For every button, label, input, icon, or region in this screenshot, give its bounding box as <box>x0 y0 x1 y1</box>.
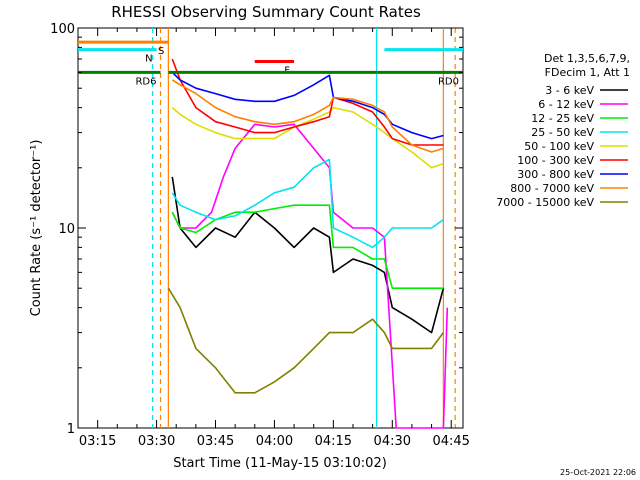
y-tick-label-3: 100 <box>50 22 75 37</box>
flag-label-1: S <box>158 46 164 57</box>
x-tick-label-1: 03:15 <box>79 434 116 449</box>
legend-header-line-2: FDecim 1, Att 1 <box>545 66 630 79</box>
x-tick-label-7: 04:45 <box>432 434 469 449</box>
series-line-9 <box>167 287 445 394</box>
legend-header-line-1: Det 1,3,5,6,7,9, <box>544 52 630 65</box>
y-tick-label-1: 1 <box>67 422 75 437</box>
x-tick-label-6: 04:30 <box>374 434 411 449</box>
axes: 03:15 03:30 03:45 04:00 04:15 04:30 04:45 1 10 10… <box>50 22 470 449</box>
series-line-2 <box>171 123 449 429</box>
x-tick-label-3: 03:45 <box>197 434 234 449</box>
x-tick-label-2: 03:30 <box>138 434 175 449</box>
legend-label-2: 6 - 12 keV <box>538 98 594 111</box>
legend: Det 1,3,5,6,7,9, FDecim 1, Att 1 3 - 6 k… <box>496 52 630 209</box>
y-tick-label-2: 10 <box>58 222 75 237</box>
legend-label-5: 50 - 100 keV <box>524 140 594 153</box>
x-axis-label: Start Time (11-May-15 03:10:02) <box>173 456 387 471</box>
flag-label-5: RD0 <box>438 76 459 87</box>
chart-title: RHESSI Observing Summary Count Rates <box>111 3 421 21</box>
timestamp: 25-Oct-2021 22:06 <box>560 468 636 477</box>
series-line-8 <box>171 79 444 153</box>
legend-label-9: 7000 - 15000 keV <box>496 196 594 209</box>
x-tick-label-4: 04:00 <box>256 434 293 449</box>
flag-label-2: N <box>145 54 152 65</box>
y-axis-label: Count Rate (s⁻¹ detector⁻¹) <box>29 140 44 317</box>
legend-label-1: 3 - 6 keV <box>545 84 594 97</box>
x-tick-label-5: 04:15 <box>315 434 352 449</box>
series-line-7 <box>171 71 444 140</box>
legend-label-8: 800 - 7000 keV <box>510 182 594 195</box>
series-layer <box>167 58 449 429</box>
legend-label-6: 100 - 300 keV <box>517 154 594 167</box>
flag-label-6: RD6 <box>135 76 156 87</box>
series-line-4 <box>171 158 444 249</box>
series-line-3 <box>171 204 444 290</box>
vertical-markers <box>152 28 456 428</box>
legend-label-4: 25 - 50 keV <box>531 126 594 139</box>
flag-bars: SNFRD0RD6 <box>78 40 463 87</box>
series-line-1 <box>171 176 445 334</box>
legend-label-3: 12 - 25 keV <box>531 112 594 125</box>
series-line-5 <box>171 106 444 169</box>
series-line-6 <box>171 58 444 146</box>
legend-label-7: 300 - 800 keV <box>517 168 594 181</box>
